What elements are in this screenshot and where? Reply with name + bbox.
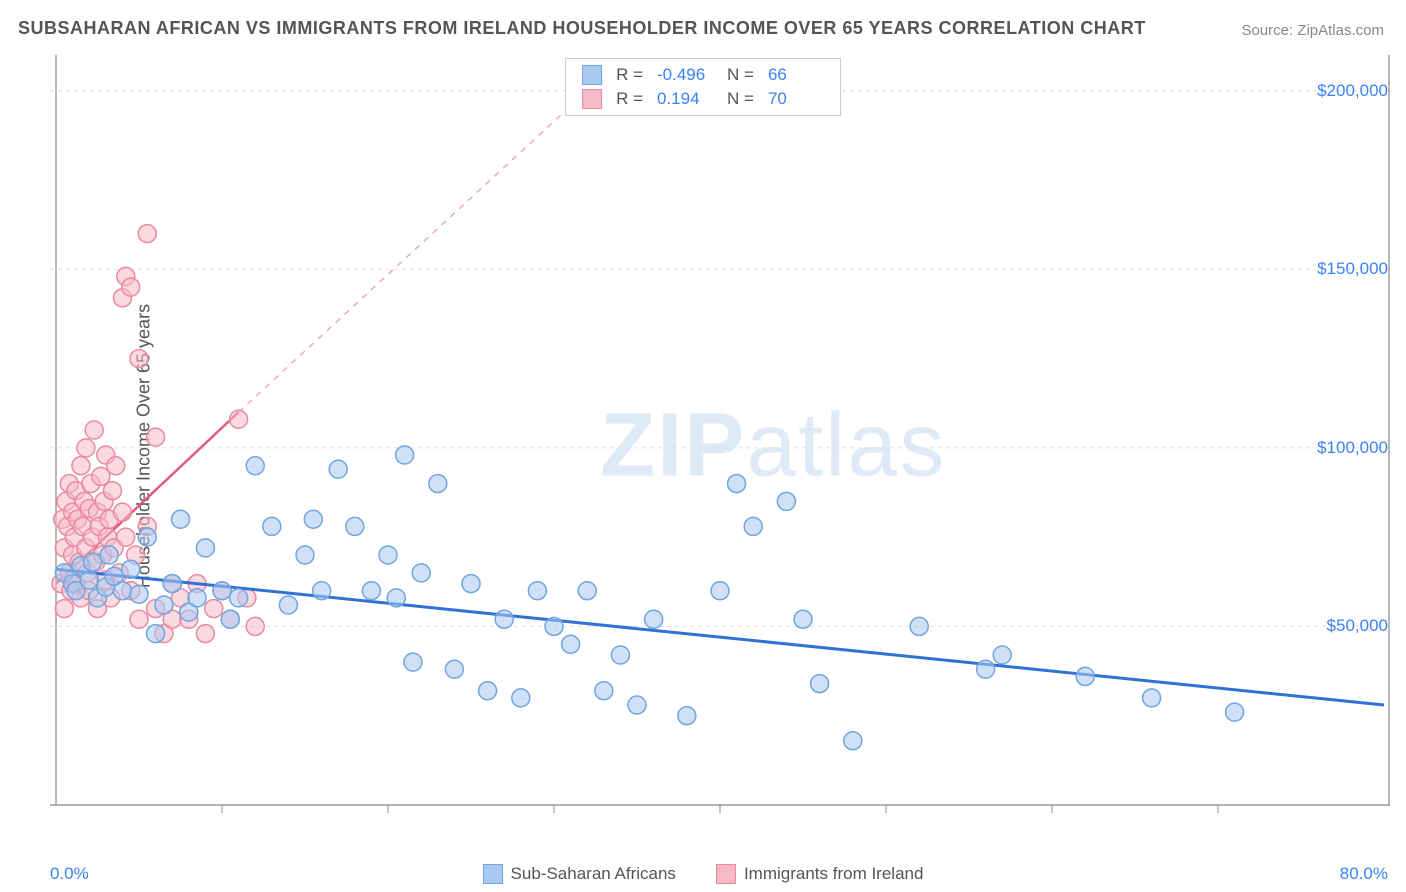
y-tick-label: $100,000 bbox=[1317, 438, 1388, 458]
scatter-plot bbox=[50, 55, 1390, 825]
chart-title: SUBSAHARAN AFRICAN VS IMMIGRANTS FROM IR… bbox=[18, 18, 1146, 39]
r-value-a: -0.496 bbox=[657, 65, 713, 85]
legend-swatch-a bbox=[483, 864, 503, 884]
n-label-b: N = bbox=[727, 89, 754, 109]
correlation-stats-box: R = -0.496 N = 66 R = 0.194 N = 70 bbox=[565, 58, 841, 116]
legend-item-series-a: Sub-Saharan Africans bbox=[483, 864, 676, 884]
legend-swatch-b bbox=[716, 864, 736, 884]
r-label-b: R = bbox=[616, 89, 643, 109]
swatch-series-a bbox=[582, 65, 602, 85]
legend-bottom: Sub-Saharan Africans Immigrants from Ire… bbox=[0, 864, 1406, 884]
r-value-b: 0.194 bbox=[657, 89, 713, 109]
stats-row-series-a: R = -0.496 N = 66 bbox=[566, 63, 840, 87]
n-value-a: 66 bbox=[768, 65, 824, 85]
y-tick-label: $50,000 bbox=[1327, 616, 1388, 636]
legend-label-a: Sub-Saharan Africans bbox=[511, 864, 676, 884]
legend-label-b: Immigrants from Ireland bbox=[744, 864, 924, 884]
r-label-a: R = bbox=[616, 65, 643, 85]
source-attribution: Source: ZipAtlas.com bbox=[1241, 22, 1384, 39]
stats-row-series-b: R = 0.194 N = 70 bbox=[566, 87, 840, 111]
y-tick-label: $150,000 bbox=[1317, 259, 1388, 279]
n-value-b: 70 bbox=[768, 89, 824, 109]
n-label-a: N = bbox=[727, 65, 754, 85]
swatch-series-b bbox=[582, 89, 602, 109]
legend-item-series-b: Immigrants from Ireland bbox=[716, 864, 924, 884]
y-tick-label: $200,000 bbox=[1317, 81, 1388, 101]
